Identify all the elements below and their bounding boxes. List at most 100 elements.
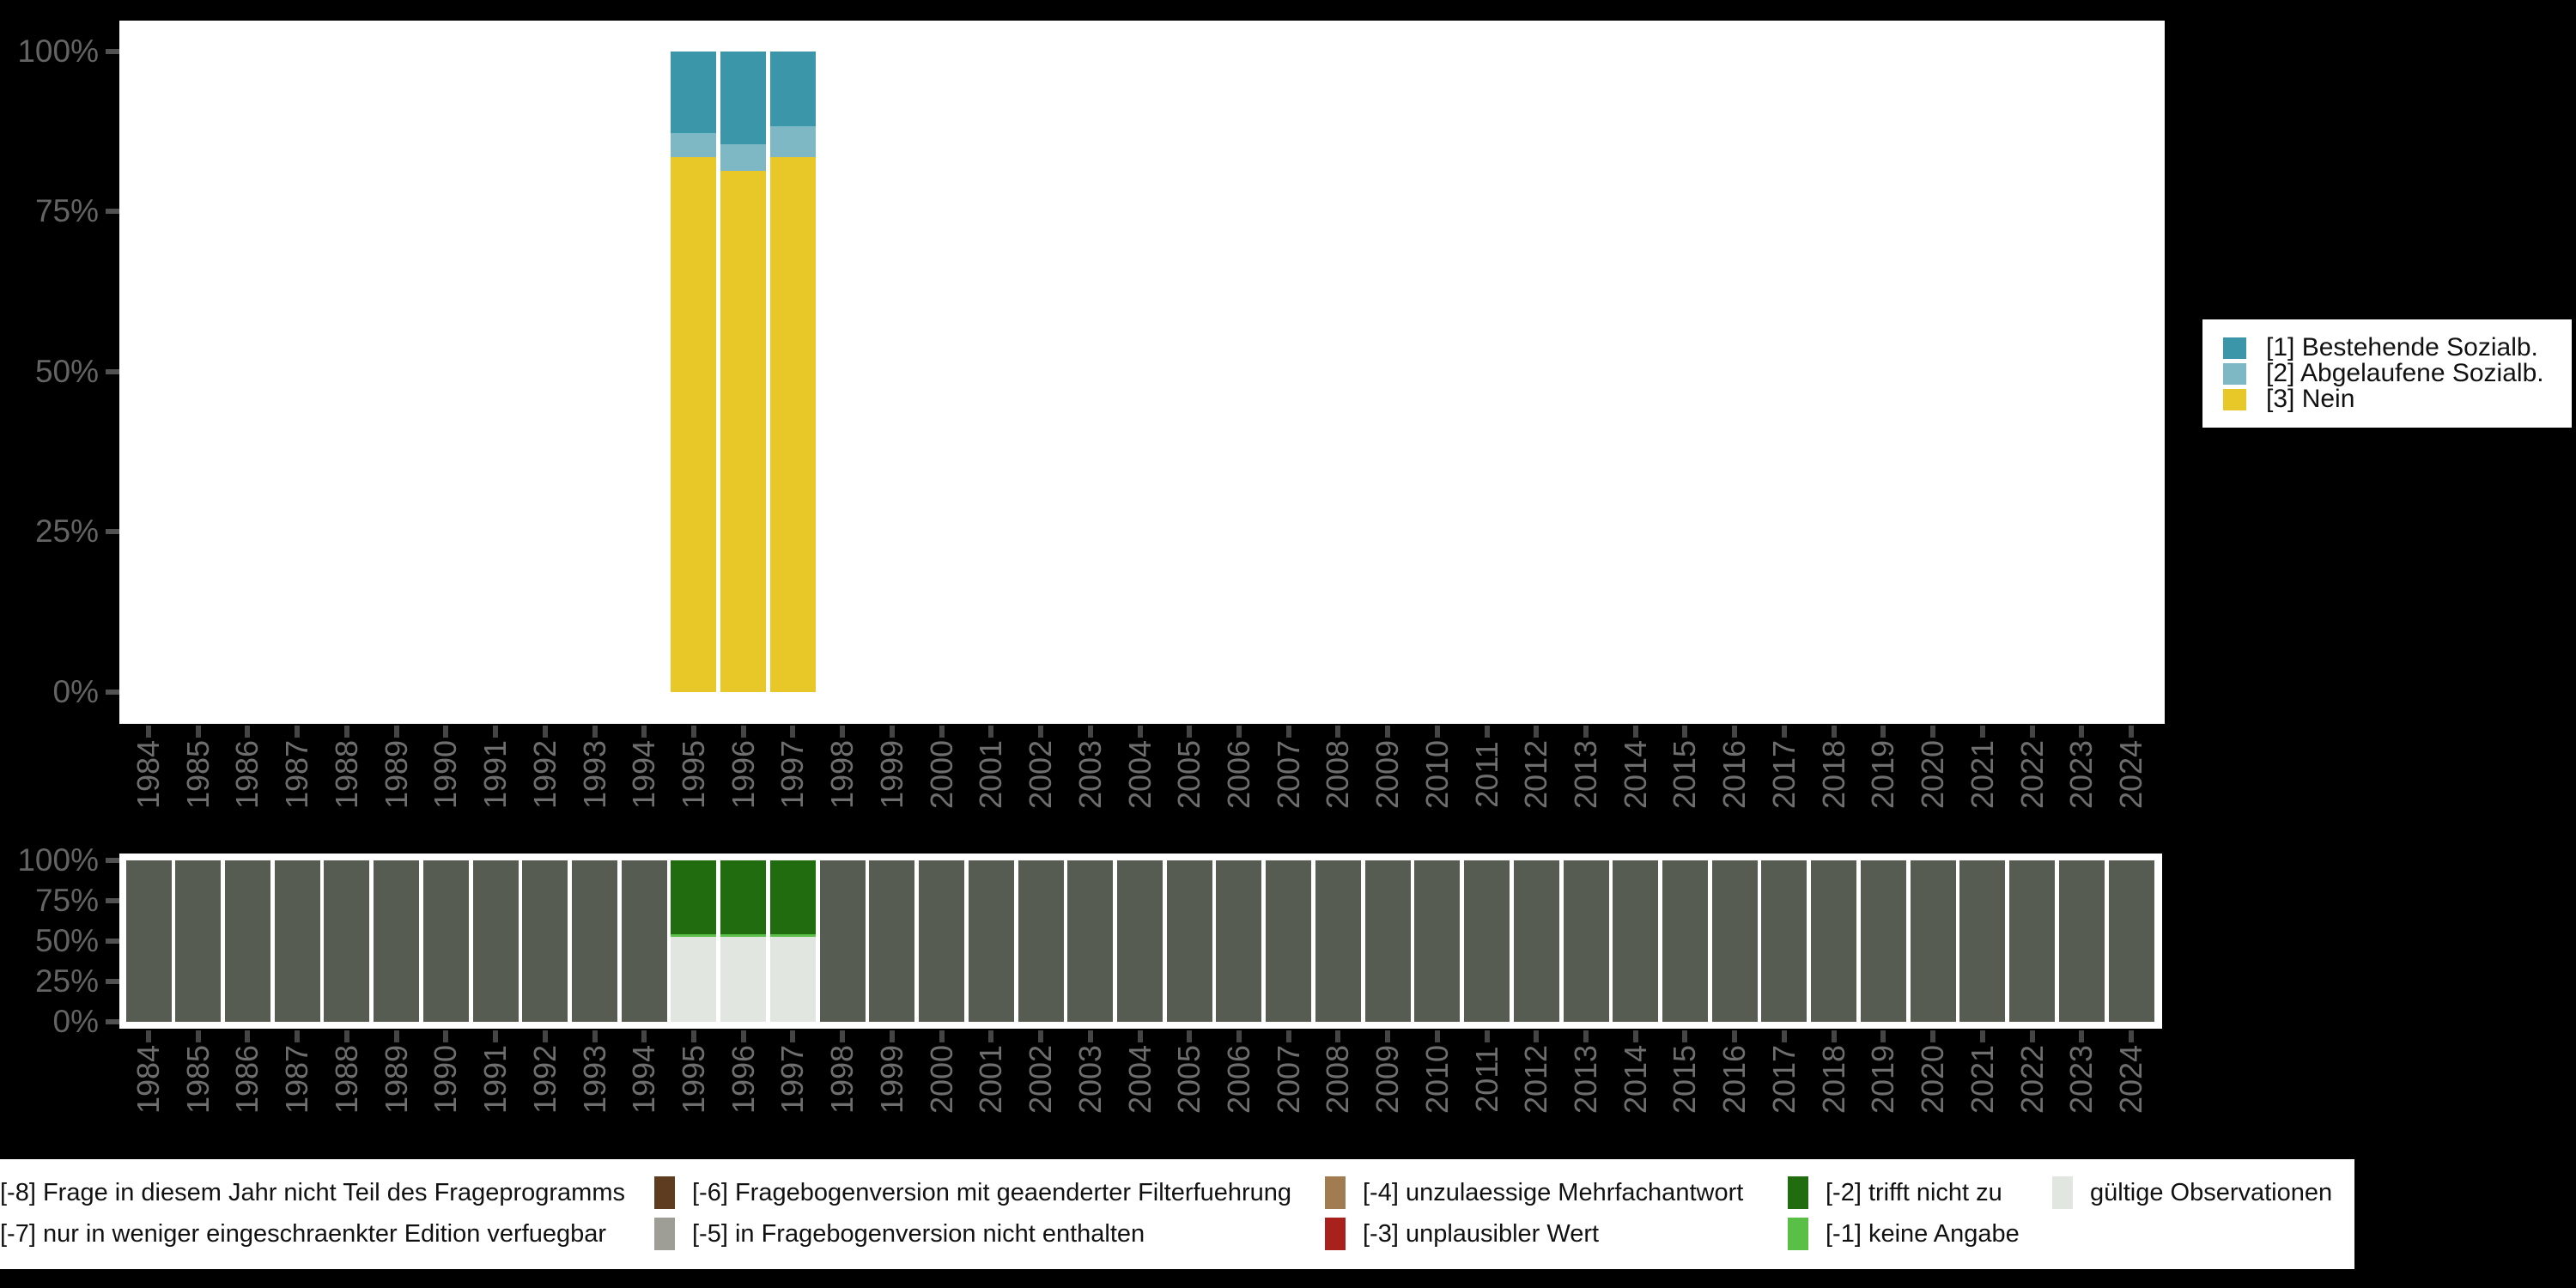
x-tick — [1434, 726, 1440, 738]
x-tick — [1979, 1030, 1985, 1042]
x-tick-label: 2013 — [1568, 739, 1604, 810]
x-tick-label: 2024 — [2113, 739, 2148, 810]
x-tick-label: 2018 — [1815, 739, 1851, 810]
x-tick — [343, 726, 349, 738]
x-tick-label: 1987 — [279, 739, 315, 810]
legend-swatch--4 — [1325, 1176, 1346, 1209]
y-tick-label: 100% — [17, 33, 99, 69]
legend-label-valid: gültige Observationen — [2090, 1179, 2333, 1206]
legend-swatch-teal — [2223, 337, 2246, 359]
x-tick-label: 2006 — [1220, 739, 1256, 810]
x-tick — [2079, 1030, 2085, 1042]
missings-bar-segment-1997 — [769, 933, 816, 937]
y-tick-label: 0% — [52, 1004, 99, 1039]
x-tick-label: 2008 — [1320, 739, 1356, 810]
y-tick — [106, 690, 119, 695]
x-tick-label: 1991 — [477, 1044, 513, 1115]
missings-bar-segment-1991 — [472, 860, 519, 1022]
missings-bar-segment-2002 — [1018, 860, 1064, 1022]
missings-bar-segment-2009 — [1364, 860, 1411, 1022]
x-tick — [840, 726, 846, 738]
x-tick — [889, 1030, 895, 1042]
missings-bar-segment-1990 — [422, 860, 469, 1022]
x-tick-label: 1991 — [477, 739, 513, 810]
x-tick — [542, 1030, 548, 1042]
missings-bar-segment-2008 — [1315, 860, 1361, 1022]
bar-segment-1996 — [720, 51, 767, 144]
x-tick — [1930, 1030, 1936, 1042]
x-tick-label: 2010 — [1419, 739, 1455, 810]
x-tick — [939, 726, 945, 738]
y-tick-label: 25% — [34, 513, 99, 550]
x-tick — [2129, 1030, 2134, 1042]
x-tick-label: 2001 — [973, 739, 1009, 810]
x-tick — [790, 1030, 796, 1042]
legend-label--4: [-4] unzulaessige Mehrfachantwort — [1363, 1179, 1744, 1206]
x-tick — [1285, 1030, 1291, 1042]
x-tick — [1781, 726, 1787, 738]
x-tick — [1236, 1030, 1242, 1042]
percent-chart-panel — [119, 21, 2165, 724]
x-tick-label: 2016 — [1716, 1044, 1753, 1115]
missings-bar-segment-1995 — [671, 936, 717, 1022]
x-tick-label: 2002 — [1023, 1044, 1059, 1115]
y-tick — [106, 368, 119, 374]
x-tick-label: 2011 — [1468, 741, 1504, 808]
x-tick-label: 2007 — [1270, 1044, 1306, 1115]
x-tick-label: 2002 — [1023, 739, 1059, 810]
legend-label--3: [-3] unplausibler Wert — [1363, 1220, 1600, 1248]
x-tick-label: 1997 — [775, 1044, 811, 1115]
x-tick — [443, 726, 449, 738]
missings-bar-segment-1997 — [769, 936, 816, 1022]
bar-segment-1995 — [671, 133, 717, 158]
x-tick-label: 1985 — [179, 739, 216, 810]
x-tick — [2029, 726, 2035, 738]
x-tick — [2079, 726, 2085, 738]
x-tick — [740, 1030, 746, 1042]
x-tick-label: 2004 — [1121, 739, 1157, 810]
x-tick — [1038, 726, 1044, 738]
x-tick-label: 2005 — [1171, 739, 1207, 810]
y-tick — [106, 529, 119, 535]
x-tick — [1285, 726, 1291, 738]
missings-bar-segment-2020 — [1910, 860, 1956, 1022]
x-tick-label: 1993 — [576, 739, 612, 810]
x-tick — [146, 1030, 151, 1042]
x-tick — [690, 726, 696, 738]
missings-bar-segment-2012 — [1513, 860, 1559, 1022]
missings-bar-segment-1996 — [720, 936, 767, 1022]
legend-swatch--6 — [654, 1176, 675, 1209]
x-tick — [1385, 726, 1391, 738]
x-tick-label: 2024 — [2113, 1044, 2148, 1115]
x-tick — [393, 726, 399, 738]
x-tick — [1087, 1030, 1093, 1042]
y-tick-label: 75% — [34, 193, 99, 229]
missings-bar-segment-1984 — [125, 860, 172, 1022]
x-tick — [690, 1030, 696, 1042]
y-tick-label: 50% — [34, 923, 99, 958]
legend-label: [2] Abgelaufene Sozialb. — [2266, 359, 2544, 387]
x-tick-label: 1996 — [725, 739, 761, 810]
x-tick — [1534, 726, 1540, 738]
x-tick-label: 2019 — [1865, 739, 1901, 810]
x-tick-label: 2000 — [923, 1044, 959, 1115]
x-tick-label: 2022 — [2014, 1044, 2050, 1115]
legend-label--2: [-2] trifft nicht zu — [1826, 1179, 2002, 1206]
x-tick — [195, 1030, 201, 1042]
x-tick — [1038, 1030, 1044, 1042]
x-tick-label: 2009 — [1370, 739, 1406, 810]
x-tick — [245, 726, 251, 738]
x-tick-label: 2021 — [1964, 1044, 2000, 1115]
x-tick-label: 2000 — [923, 739, 959, 810]
missings-bar-segment-1988 — [324, 860, 370, 1022]
x-tick — [1137, 1030, 1143, 1042]
x-tick — [1236, 726, 1242, 738]
legend-label--8: [-8] Frage in diesem Jahr nicht Teil des… — [0, 1179, 625, 1206]
missings-bar-segment-2005 — [1166, 860, 1212, 1022]
x-tick — [493, 1030, 499, 1042]
legend-item: [2] Abgelaufene Sozialb. — [2223, 359, 2572, 387]
x-tick — [1880, 726, 1886, 738]
legend-swatch-lightblue — [2223, 362, 2246, 385]
x-tick — [1087, 726, 1093, 738]
